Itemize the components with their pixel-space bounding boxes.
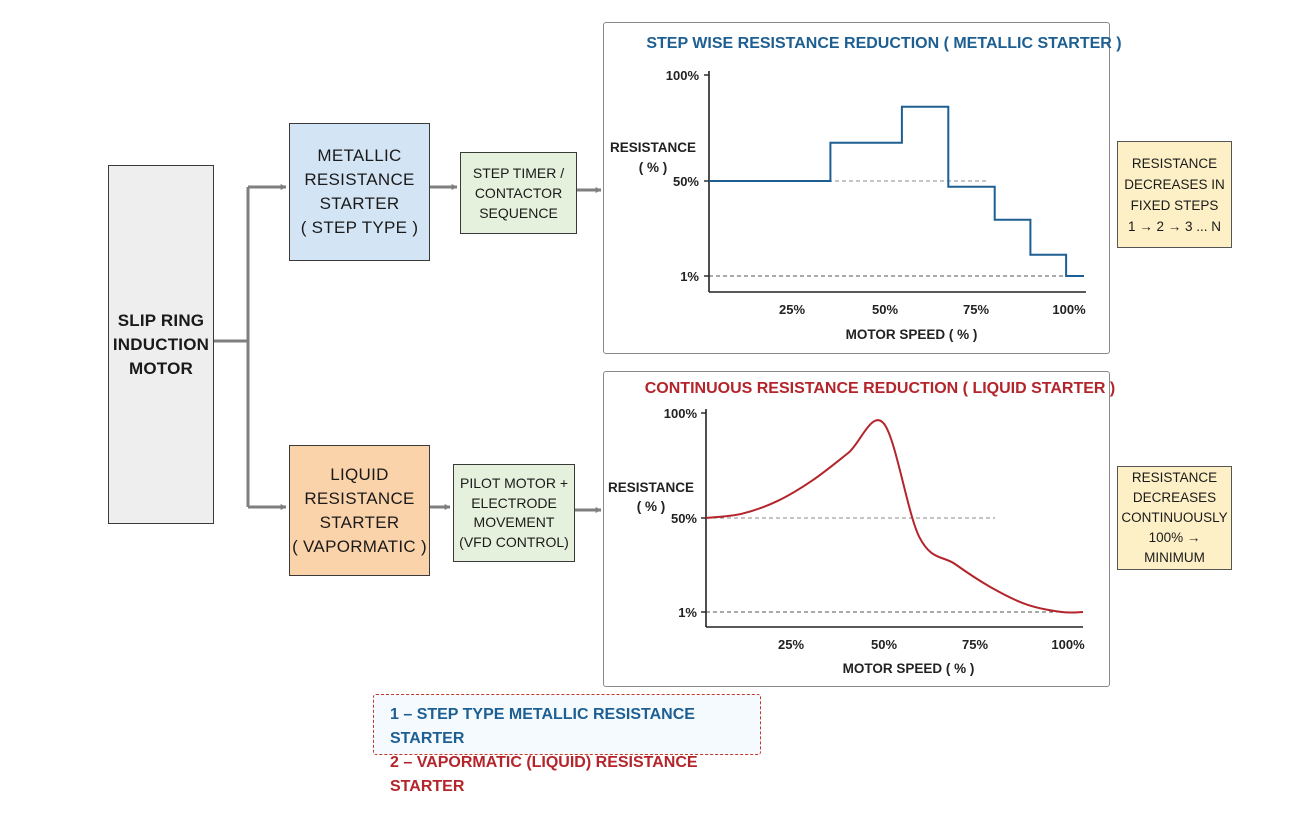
- legend-liquid-entry: 2 – VAPORMATIC (LIQUID) RESISTANCE START…: [390, 754, 698, 795]
- x-axis-label: MOTOR SPEED ( % ): [846, 327, 978, 342]
- step-note-line: DECREASES IN: [1124, 176, 1225, 192]
- timer-label-line: SEQUENCE: [479, 205, 558, 221]
- motor-label-line: INDUCTION: [112, 334, 210, 354]
- step-note: RESISTANCE DECREASES IN FIXED STEPS 1 → …: [1117, 141, 1232, 248]
- x-axis-label: MOTOR SPEED ( % ): [843, 661, 975, 676]
- timer-label-line: CONTACTOR: [474, 185, 563, 201]
- liquid-label-line: LIQUID: [330, 464, 389, 484]
- timer-label-line: STEP TIMER /: [472, 165, 565, 181]
- slip-ring-motor-block: SLIP RING INDUCTION MOTOR: [108, 165, 214, 524]
- x-tick-label: 25%: [779, 302, 805, 317]
- x-tick-label: 25%: [778, 637, 804, 652]
- pilot-label-line: PILOT MOTOR +: [459, 475, 568, 491]
- y-tick-label: 50%: [673, 174, 699, 189]
- y-tick-label: 50%: [671, 511, 697, 526]
- pilot-motor-block: PILOT MOTOR + ELECTRODE MOVEMENT (VFD CO…: [453, 464, 575, 562]
- y-axis-label: RESISTANCE: [608, 480, 694, 495]
- y-tick-label: 100%: [666, 68, 700, 83]
- continuous-note-line: CONTINUOUSLY: [1121, 510, 1228, 525]
- liquid-starter-block: LIQUID RESISTANCE STARTER ( VAPORMATIC ): [289, 445, 430, 576]
- pilot-label-line: (VFD CONTROL): [459, 533, 569, 550]
- y-axis-label: ( % ): [637, 499, 666, 514]
- x-tick-label: 50%: [871, 637, 897, 652]
- motor-label-line: MOTOR: [129, 358, 193, 378]
- y-tick-label: 1%: [678, 605, 697, 620]
- metallic-label-line: STARTER: [319, 194, 400, 213]
- metallic-starter-block: METALLIC RESISTANCE STARTER ( STEP TYPE …: [289, 123, 430, 261]
- y-tick-label: 100%: [664, 406, 698, 421]
- step-chart-panel: [603, 22, 1110, 354]
- continuous-chart: CONTINUOUS RESISTANCE REDUCTION ( LIQUID…: [608, 380, 1115, 676]
- x-tick-label: 75%: [962, 637, 988, 652]
- motor-label-line: SLIP RING: [117, 310, 205, 330]
- x-tick-label: 100%: [1051, 637, 1085, 652]
- step-chart: STEP WISE RESISTANCE REDUCTION ( METALLI…: [610, 35, 1122, 342]
- metallic-label-line: RESISTANCE: [304, 170, 415, 189]
- chart-title: STEP WISE RESISTANCE REDUCTION ( METALLI…: [646, 35, 1121, 52]
- step-note-line: RESISTANCE: [1131, 155, 1218, 171]
- step-note-line: FIXED STEPS: [1130, 197, 1219, 213]
- metallic-label-line: ( STEP TYPE ): [300, 218, 419, 237]
- liquid-label-line: ( VAPORMATIC ): [292, 536, 427, 556]
- x-tick-label: 100%: [1052, 302, 1086, 317]
- legend-step-entry: 1 – STEP TYPE METALLIC RESISTANCE STARTE…: [390, 706, 695, 747]
- metallic-label-line: METALLIC: [317, 146, 402, 165]
- step-resistance-line: [709, 105, 1084, 277]
- legend-box: 1 – STEP TYPE METALLIC RESISTANCE STARTE…: [373, 694, 761, 795]
- liquid-label-line: RESISTANCE: [304, 488, 415, 508]
- pilot-label-line: MOVEMENT: [473, 514, 555, 530]
- y-axis-label: ( % ): [639, 160, 668, 175]
- continuous-note-line: RESISTANCE: [1131, 470, 1218, 485]
- continuous-resistance-curve: [705, 419, 1084, 614]
- x-tick-label: 50%: [872, 302, 898, 317]
- y-axis-label: RESISTANCE: [610, 140, 696, 155]
- liquid-label-line: STARTER: [319, 512, 400, 532]
- step-note-line: 1 → 2 → 3 ... N: [1127, 218, 1222, 234]
- continuous-note-line: DECREASES: [1132, 490, 1217, 505]
- continuous-chart-panel: [603, 371, 1110, 687]
- y-tick-label: 1%: [680, 269, 699, 284]
- connectors: [214, 184, 602, 513]
- pilot-label-line: ELECTRODE: [471, 494, 557, 511]
- x-tick-label: 75%: [963, 302, 989, 317]
- chart-title: CONTINUOUS RESISTANCE REDUCTION ( LIQUID…: [645, 380, 1116, 397]
- continuous-note: RESISTANCE DECREASES CONTINUOUSLY 100% →…: [1117, 466, 1232, 570]
- continuous-note-line: 100% → MINIMUM: [1144, 530, 1205, 565]
- step-timer-block: STEP TIMER / CONTACTOR SEQUENCE: [460, 152, 577, 234]
